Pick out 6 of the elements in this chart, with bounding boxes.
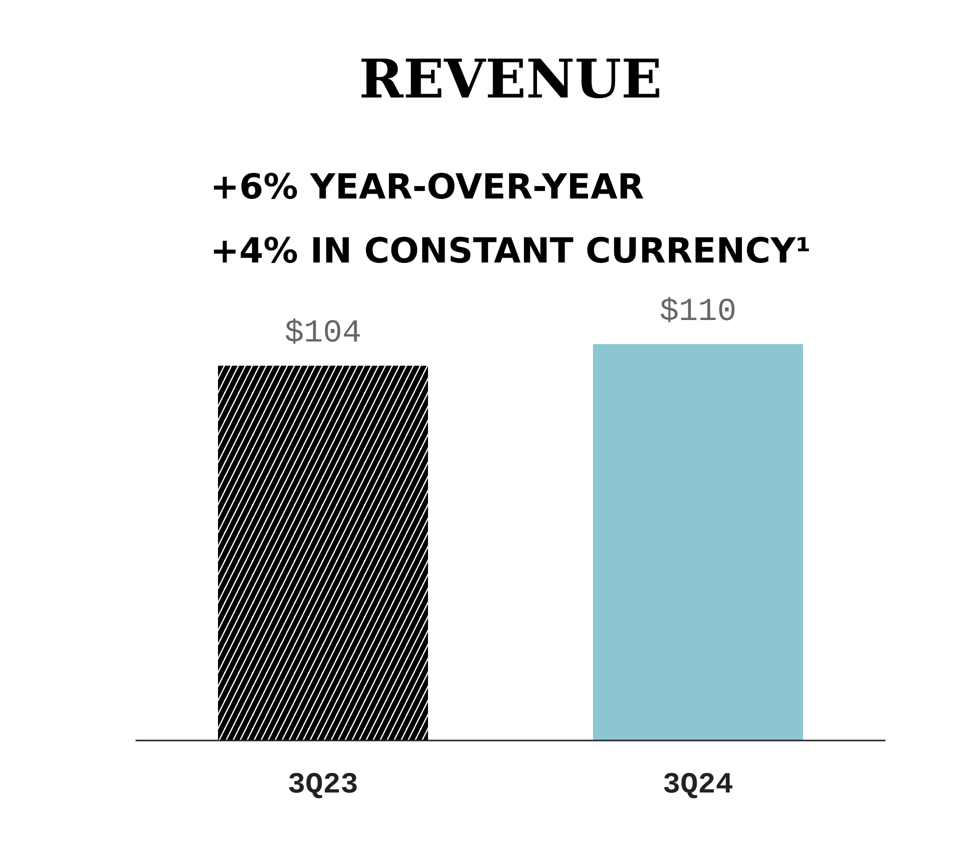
data-label: $104 xyxy=(284,314,362,352)
chart-title: REVENUE xyxy=(359,48,662,110)
data-label: $110 xyxy=(660,293,736,330)
x-tick-label: 3Q23 xyxy=(288,768,358,802)
chart-subtitle: +6% YEAR-OVER-YEAR +4% IN CONSTANT CURRENCY¹ xyxy=(210,168,811,272)
x-tick-label: 3Q24 xyxy=(662,768,734,802)
